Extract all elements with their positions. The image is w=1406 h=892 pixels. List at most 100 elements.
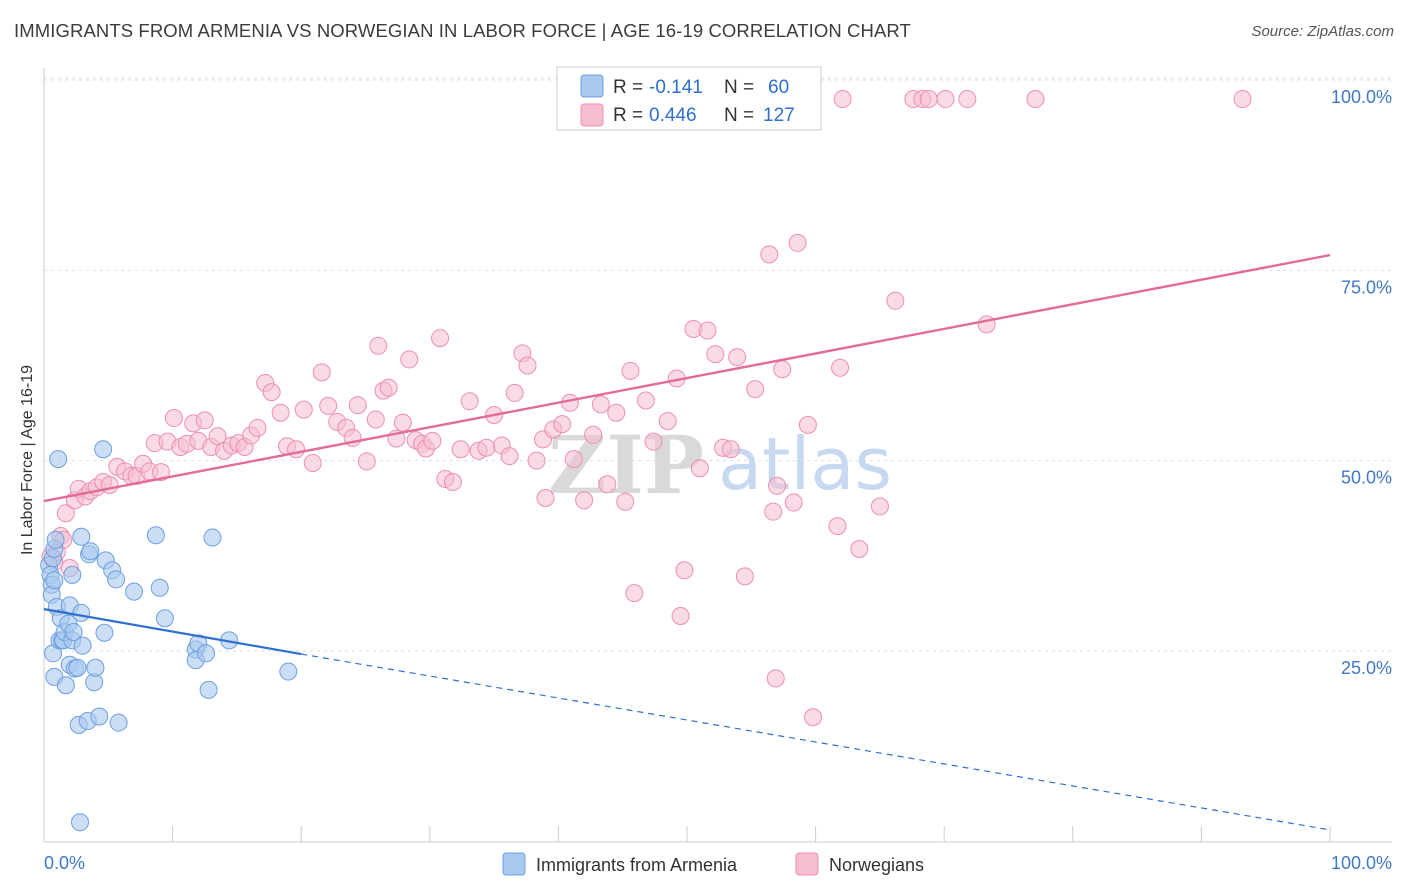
norwegians-point-68: [477, 438, 496, 457]
legend-r-label-armenia: R =: [613, 77, 643, 98]
norwegians-point-91: [644, 432, 663, 451]
gridlines: [44, 77, 1392, 652]
norwegians-point-92: [658, 412, 677, 431]
trendlines: [43, 253, 1331, 831]
norwegians-point-62: [431, 329, 450, 348]
norwegians-point-105: [760, 245, 779, 264]
x-tick-label-max: 100.0%: [1331, 853, 1392, 873]
norwegians-point-21: [152, 463, 171, 482]
norwegians-point-99: [706, 345, 725, 364]
norwegians-point-118: [870, 497, 889, 516]
norwegians-point-126: [1026, 90, 1045, 109]
legend-n-label-armenia: N =: [724, 77, 754, 98]
legend-r-value-norwegians: 0.446: [649, 105, 697, 126]
armenia-point-44: [146, 526, 165, 545]
legend-n-label-norwegians: N =: [724, 105, 754, 126]
norwegians-point-36: [248, 418, 267, 437]
armenia-trendline-extension: [301, 653, 1331, 831]
norwegians-point-88: [621, 361, 640, 380]
norwegians-point-52: [369, 336, 388, 355]
norwegians-point-38: [262, 383, 281, 402]
norwegians-point-43: [303, 453, 322, 472]
armenia-point-23: [63, 565, 82, 584]
y-tick-label-75: 75.0%: [1341, 277, 1392, 297]
armenia-point-36: [90, 707, 109, 726]
armenia-point-28: [72, 527, 91, 546]
norwegians-point-54: [379, 378, 398, 397]
norwegians-point-114: [828, 517, 847, 536]
armenia-point-52: [203, 528, 222, 547]
bottom-legend-swatch-armenia: [502, 852, 526, 876]
bottom-legend-swatch-norwegians: [795, 852, 819, 876]
armenia-point-38: [95, 623, 114, 642]
correlation-legend: R = -0.141 N = 60 R = 0.446 N = 127: [556, 66, 822, 131]
norwegians-point-23: [164, 409, 183, 428]
norwegians-point-50: [357, 452, 376, 471]
norwegians-point-13: [100, 476, 119, 495]
norwegians-point-79: [553, 415, 572, 434]
norwegians-point-112: [798, 415, 817, 434]
y-tick-labels: 25.0% 50.0% 75.0% 100.0%: [1331, 87, 1392, 678]
norwegians-point-71: [500, 447, 519, 466]
norwegians-point-113: [804, 708, 823, 727]
norwegians-point-61: [423, 431, 442, 450]
armenia-point-27: [72, 603, 91, 622]
norwegians-point-115: [831, 358, 850, 377]
norwegians-point-5: [56, 504, 75, 523]
norwegians-point-90: [636, 391, 655, 410]
armenia-point-43: [125, 582, 144, 601]
norwegians-point-104: [746, 380, 765, 399]
norwegians-point-95: [671, 606, 690, 625]
norwegians-point-102: [728, 348, 747, 367]
legend-swatch-norwegians: [580, 103, 604, 127]
armenia-point-22: [64, 622, 83, 641]
norwegians-point-57: [400, 350, 419, 369]
armenia-point-29: [73, 636, 92, 655]
norwegians-point-110: [784, 493, 803, 512]
legend-n-value-norwegians: 127: [763, 105, 795, 126]
chart-title: IMMIGRANTS FROM ARMENIA VS NORWEGIAN IN …: [14, 20, 911, 41]
armenia-point-7: [45, 571, 64, 590]
armenia-point-50: [197, 644, 216, 663]
axes: [43, 68, 1392, 843]
norwegians-point-86: [607, 403, 626, 422]
norwegians-point-51: [366, 410, 385, 429]
armenia-point-45: [150, 578, 169, 597]
norwegians-point-66: [460, 392, 479, 411]
norwegians-point-80: [560, 393, 579, 412]
norwegians-point-98: [698, 321, 717, 340]
armenia-point-42: [109, 713, 128, 732]
norwegians-point-94: [675, 561, 694, 580]
norwegians-point-56: [393, 413, 412, 432]
norwegians-point-106: [764, 502, 783, 521]
norwegians-point-74: [518, 356, 537, 375]
norwegians-points: [41, 90, 1252, 727]
norwegians-point-107: [768, 476, 787, 495]
armenia-point-25: [68, 658, 87, 677]
norwegians-point-97: [690, 459, 709, 478]
armenia-point-12: [49, 450, 68, 469]
norwegians-point-64: [443, 472, 462, 491]
y-tick-label-50: 50.0%: [1341, 468, 1392, 488]
norwegians-point-77: [536, 488, 555, 507]
armenia-point-6: [46, 530, 65, 549]
armenia-point-33: [81, 542, 100, 561]
norwegians-point-119: [886, 291, 905, 310]
norwegians-point-42: [294, 400, 313, 419]
legend-swatch-armenia: [580, 74, 604, 98]
legend-r-label-norwegians: R =: [613, 105, 643, 126]
bottom-legend-label-norwegians: Norwegians: [829, 855, 924, 875]
source-attribution: Source: ZipAtlas.com: [1251, 23, 1394, 40]
norwegians-point-101: [721, 440, 740, 459]
norwegians-point-84: [591, 395, 610, 414]
x-tick-label-min: 0.0%: [44, 853, 85, 873]
armenia-point-54: [279, 662, 298, 681]
legend-n-value-armenia: 60: [768, 77, 789, 98]
norwegians-point-85: [598, 475, 617, 494]
watermark-atlas: atlas: [718, 422, 892, 506]
norwegians-point-44: [312, 363, 331, 382]
norwegians-point-82: [575, 491, 594, 510]
norwegians-point-72: [505, 383, 524, 402]
armenia-trendline: [43, 608, 302, 656]
